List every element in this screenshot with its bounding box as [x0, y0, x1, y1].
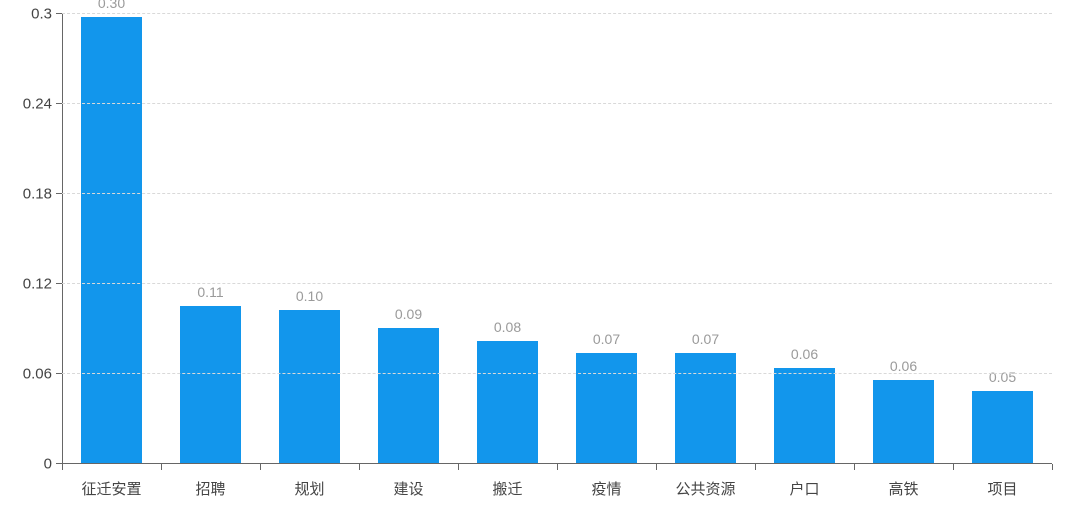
- x-tick-label: 项目: [953, 478, 1052, 499]
- bar: [873, 380, 934, 464]
- bar-slot: 0.07: [656, 14, 755, 464]
- gridline: [62, 13, 1052, 14]
- x-tick-label: 公共资源: [656, 478, 755, 499]
- bar-chart: 0.300.110.100.090.080.070.070.060.060.05…: [0, 0, 1070, 520]
- bar-value-label: 0.10: [296, 288, 323, 304]
- bar-value-label: 0.11: [197, 284, 223, 300]
- plot-area: 0.30 0.11 0.10 0.09 0.08 0.07 0.07 0.06 0.06 0.05…: [62, 14, 1052, 464]
- bar-slot: 0.30: [62, 14, 161, 464]
- x-tick-mark: [1052, 464, 1053, 470]
- gridline: [62, 193, 1052, 194]
- bar-value-label: 0.06: [890, 358, 917, 374]
- y-tick-label: 0: [44, 456, 62, 473]
- x-tick-mark: [755, 464, 756, 470]
- bar: [774, 368, 835, 464]
- x-tick-mark: [656, 464, 657, 470]
- bar-slot: 0.11: [161, 14, 260, 464]
- bar: [576, 353, 637, 464]
- bar-value-label: 0.09: [395, 306, 422, 322]
- x-tick-label: 户口: [755, 478, 854, 499]
- y-axis: [62, 14, 63, 464]
- x-tick-mark: [854, 464, 855, 470]
- bar-value-label: 0.08: [494, 319, 521, 335]
- bar: [81, 17, 142, 464]
- bar: [477, 341, 538, 464]
- gridline: [62, 283, 1052, 284]
- bar: [378, 328, 439, 464]
- y-tick-label: 0.24: [23, 96, 62, 113]
- x-tick-label: 招聘: [161, 478, 260, 499]
- bar-value-label: 0.06: [791, 346, 818, 362]
- x-tick-label: 高铁: [854, 478, 953, 499]
- bar-value-label: 0.07: [593, 331, 620, 347]
- bar-slot: 0.08: [458, 14, 557, 464]
- x-tick-mark: [359, 464, 360, 470]
- x-tick-label: 疫情: [557, 478, 656, 499]
- y-tick-label: 0.3: [31, 6, 62, 23]
- x-tick-mark: [260, 464, 261, 470]
- x-tick-mark: [458, 464, 459, 470]
- x-tick-mark: [557, 464, 558, 470]
- bar-value-label: 0.05: [989, 369, 1016, 385]
- x-axis-labels: 征迁安置招聘规划建设搬迁疫情公共资源户口高铁项目: [62, 478, 1052, 499]
- gridline: [62, 103, 1052, 104]
- x-tick-label: 规划: [260, 478, 359, 499]
- x-tick-label: 搬迁: [458, 478, 557, 499]
- x-tick-mark: [62, 464, 63, 470]
- gridline: [62, 373, 1052, 374]
- bar: [279, 310, 340, 464]
- bar-slot: 0.07: [557, 14, 656, 464]
- bar-slot: 0.06: [854, 14, 953, 464]
- bar: [180, 306, 241, 464]
- bar: [972, 391, 1033, 464]
- bar-slot: 0.06: [755, 14, 854, 464]
- bar: [675, 353, 736, 464]
- bar-slot: 0.05: [953, 14, 1052, 464]
- bar-value-label: 0.07: [692, 331, 719, 347]
- x-tick-mark: [953, 464, 954, 470]
- x-tick-mark: [161, 464, 162, 470]
- y-tick-label: 0.18: [23, 186, 62, 203]
- y-tick-label: 0.06: [23, 366, 62, 383]
- bars-container: 0.30 0.11 0.10 0.09 0.08 0.07 0.07 0.06 0.06 0.05: [62, 14, 1052, 464]
- bar-slot: 0.10: [260, 14, 359, 464]
- x-tick-label: 征迁安置: [62, 478, 161, 499]
- bar-slot: 0.09: [359, 14, 458, 464]
- bar-value-label: 0.30: [98, 0, 125, 11]
- x-tick-label: 建设: [359, 478, 458, 499]
- y-tick-label: 0.12: [23, 276, 62, 293]
